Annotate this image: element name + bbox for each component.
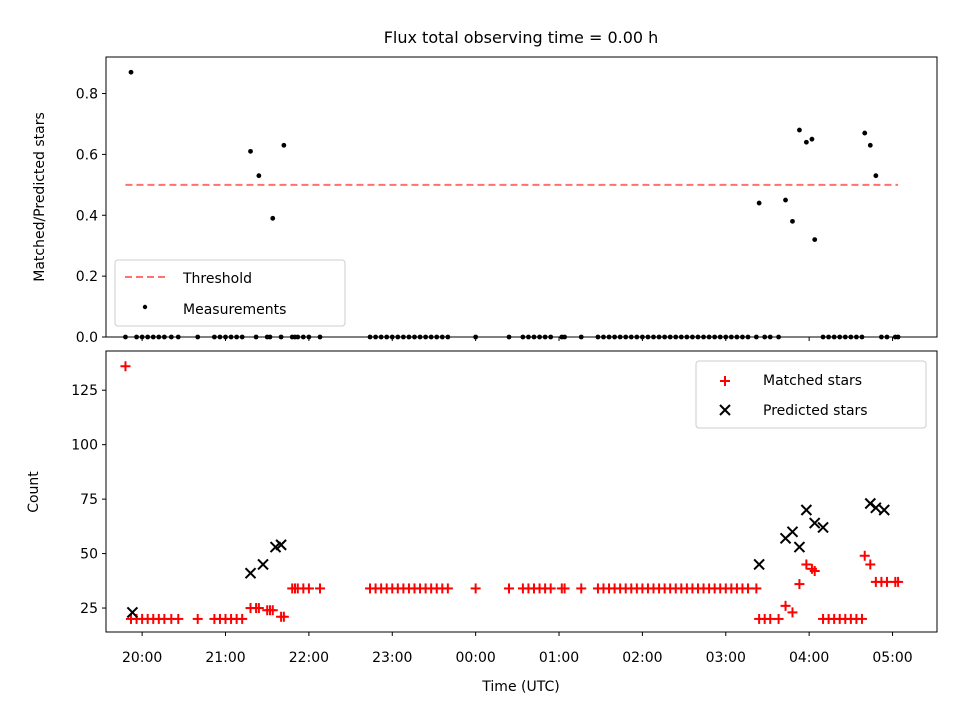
matched-star-point [442,583,453,594]
bottom-y-tick-label: 75 [80,492,98,508]
matched-star-point [794,579,805,590]
predicted-star-point [809,517,821,529]
predicted-star-point [870,502,882,514]
x-tick-label: 03:00 [706,650,746,666]
matched-star-point [801,559,812,570]
measurement-point [809,136,815,142]
predicted-star-point [126,606,139,619]
matched-star-point [559,583,570,594]
measurement-point [256,173,262,179]
threshold-legend-label: Threshold [182,271,252,287]
matched-star-point [751,583,762,594]
bottom-y-tick-label: 50 [80,547,98,563]
matched-star-point [303,583,314,594]
matched-star-point [893,576,904,587]
matched-star-point [173,613,184,624]
measurements-legend-swatch [142,304,148,310]
matched-star-point [503,583,514,594]
top-legend: Threshold Measurements [114,259,346,327]
matched-star-point [780,600,791,611]
matched-star-point [253,603,264,614]
matched-star-point [278,611,289,622]
predicted-star-point [878,504,890,516]
matched-star-point [773,613,784,624]
chart-title: Flux total observing time = 0.00 h [384,28,659,47]
predicted-legend-swatch [719,404,731,416]
bottom-y-tick-label: 125 [71,383,98,399]
predicted-star-point [244,567,257,579]
top-y-tick-label: 0.2 [76,269,98,285]
top-axes-frame [105,56,938,338]
measurement-point [281,142,287,148]
top-legend-box [114,259,346,327]
matched-star-point [765,613,776,624]
matched-star-point [545,583,556,594]
measurement-point [797,127,802,133]
x-tick-label: 05:00 [872,650,912,666]
matched-star-point [743,583,754,594]
matched-star-point [120,361,131,372]
measurement-point [803,139,809,145]
predicted-legend-label: Predicted stars [763,403,868,419]
x-tick-label: 23:00 [372,650,412,666]
matched-star-point [576,583,587,594]
bottom-y-axis-label: Count [26,471,42,513]
predicted-star-point [257,558,269,571]
x-tick-label: 20:00 [122,650,162,666]
bottom-legend: Matched stars Predicted stars [695,360,927,429]
predicted-star-point [800,504,813,516]
matched-star-point [856,613,867,624]
bottom-y-tick-label: 100 [71,438,98,454]
measurement-point [790,218,795,224]
x-tick-label: 02:00 [622,650,662,666]
matched-star-point [267,605,278,616]
measurement-point [867,142,873,148]
bottom-axes-frame [105,350,938,633]
bottom-y-tick-label: 25 [80,601,98,617]
predicted-star-point [817,521,829,534]
top-y-tick-label: 0.6 [76,147,98,163]
measurement-point [783,197,788,203]
measurement-point [862,130,868,136]
measurements-legend-label: Measurements [183,302,286,318]
measurement-point [128,69,134,75]
top-y-axis-label: Matched/Predicted stars [32,112,48,282]
x-tick-label: 00:00 [455,650,495,666]
x-tick-label: 04:00 [789,650,829,666]
measurement-point [873,173,879,179]
x-tick-label: 22:00 [289,650,329,666]
predicted-star-point [275,539,287,551]
predicted-star-point [753,558,765,571]
matched-star-point [865,559,876,570]
matched-legend-swatch [720,376,730,386]
x-tick-label: 01:00 [539,650,579,666]
matched-star-point [859,550,870,561]
measurement-point [270,215,276,221]
measurement-point [248,148,253,154]
measurement-point [756,200,762,206]
matched-star-point [881,576,892,587]
matched-legend-label: Matched stars [763,373,862,389]
matched-star-point [470,583,481,594]
bottom-legend-box [695,360,927,429]
x-tick-label: 21:00 [205,650,245,666]
matched-star-point [192,613,203,624]
measurement-point [812,237,818,243]
matched-star-point [237,613,248,624]
top-y-tick-label: 0.4 [76,208,98,224]
x-axis-label: Time (UTC) [481,679,559,695]
matched-star-point [315,583,326,594]
matched-star-point [787,607,798,618]
predicted-star-point [786,526,799,538]
top-y-tick-label: 0.0 [76,330,98,346]
matched-star-point [809,566,820,577]
predicted-star-point [793,541,806,553]
top-y-tick-label: 0.8 [76,87,98,103]
bottom-plot-area: 25 50 75 100 125 20:00 21:00 22:00 23:00 00:00 01:… [71,361,913,666]
